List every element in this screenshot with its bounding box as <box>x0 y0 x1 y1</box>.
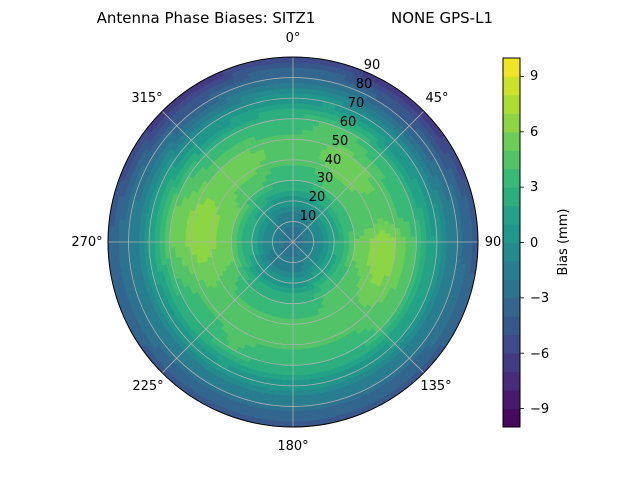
chart-subtitle: NONE GPS-L1 <box>391 9 493 27</box>
chart-title: Antenna Phase Biases: SITZ1 <box>97 9 316 27</box>
contour-fill <box>108 57 478 427</box>
